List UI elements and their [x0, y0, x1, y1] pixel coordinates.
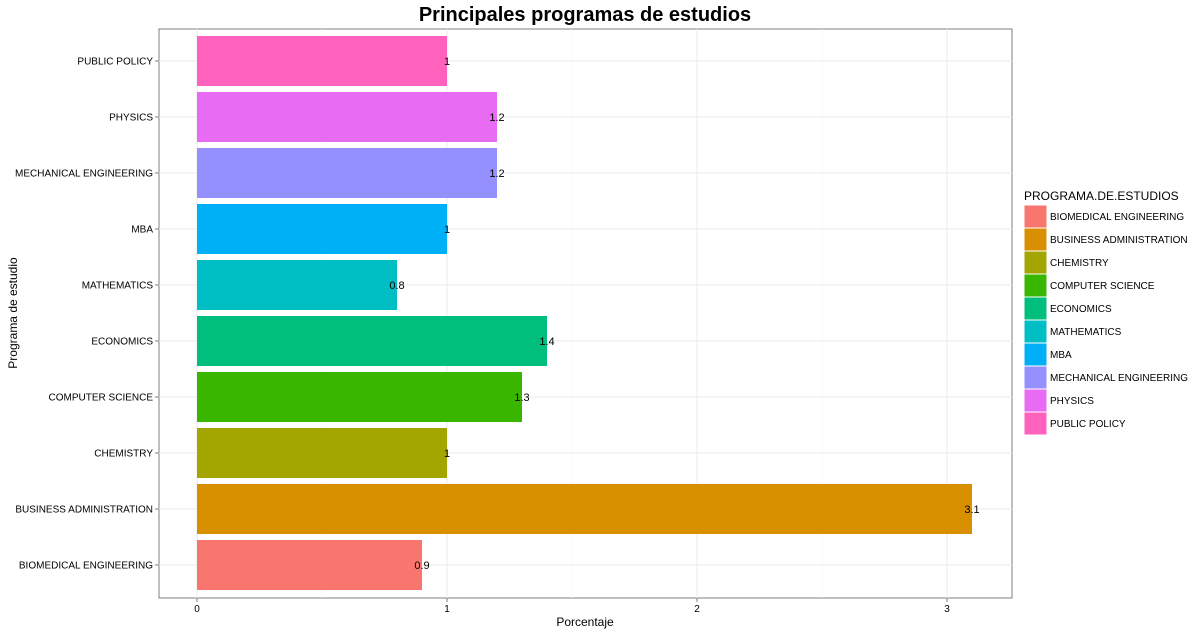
y-axis-title: Programa de estudio	[6, 257, 20, 369]
legend-label: BIOMEDICAL ENGINEERING	[1050, 212, 1184, 223]
legend-label: BUSINESS ADMINISTRATION	[1050, 235, 1188, 246]
bar	[197, 204, 447, 254]
y-tick-label: BUSINESS ADMINISTRATION	[15, 505, 153, 516]
data-label: 0.9	[414, 560, 429, 572]
legend-swatch	[1023, 250, 1048, 275]
legend-swatch	[1023, 411, 1048, 436]
legend-swatch	[1023, 388, 1048, 413]
x-axis: 0 1 2 3	[194, 598, 950, 615]
legend-swatch	[1023, 204, 1048, 229]
data-label: 1	[444, 224, 450, 236]
legend-label: COMPUTER SCIENCE	[1050, 281, 1155, 292]
y-tick-label: BIOMEDICAL ENGINEERING	[19, 561, 153, 572]
data-label: 1.2	[489, 112, 504, 124]
x-tick-label: 2	[694, 604, 700, 615]
bar	[197, 484, 972, 534]
legend-swatch	[1023, 296, 1048, 321]
legend-title: PROGRAMA.DE.ESTUDIOS	[1024, 189, 1179, 203]
y-tick-label: CHEMISTRY	[94, 449, 153, 460]
bar	[197, 260, 397, 310]
data-label: 3.1	[964, 504, 979, 516]
legend-swatch	[1023, 319, 1048, 344]
legend-swatch	[1023, 227, 1048, 252]
legend-label: PUBLIC POLICY	[1050, 419, 1126, 430]
y-tick-label: PHYSICS	[109, 113, 153, 124]
bar	[197, 428, 447, 478]
y-tick-label: MATHEMATICS	[82, 281, 154, 292]
x-tick-label: 0	[194, 604, 200, 615]
x-tick-label: 1	[444, 604, 450, 615]
y-tick-label: COMPUTER SCIENCE	[49, 393, 154, 404]
data-label: 1.2	[489, 168, 504, 180]
bar	[197, 316, 547, 366]
data-label: 1	[444, 448, 450, 460]
legend-label: PHYSICS	[1050, 396, 1094, 407]
y-tick-label: PUBLIC POLICY	[77, 57, 153, 68]
bar	[197, 540, 422, 590]
legend-label: ECONOMICS	[1050, 304, 1112, 315]
y-tick-label: MECHANICAL ENGINEERING	[15, 169, 153, 180]
y-tick-label: ECONOMICS	[91, 337, 153, 348]
data-label: 1	[444, 56, 450, 68]
bars	[197, 36, 972, 590]
data-label: 1.3	[514, 392, 529, 404]
legend: PROGRAMA.DE.ESTUDIOS BIOMEDICAL ENGINEER…	[1023, 189, 1188, 436]
legend-items: BIOMEDICAL ENGINEERING BUSINESS ADMINISTR…	[1023, 204, 1188, 436]
x-axis-title: Porcentaje	[556, 615, 614, 629]
legend-label: MECHANICAL ENGINEERING	[1050, 373, 1188, 384]
chart-title: Principales programas de estudios	[419, 4, 751, 26]
data-label: 1.4	[539, 336, 554, 348]
legend-swatch	[1023, 342, 1048, 367]
bar	[197, 36, 447, 86]
bar	[197, 92, 497, 142]
value-labels: 0.9 3.1 1 1.3 1.4 0.8 1 1.2 1.2 1	[389, 56, 979, 572]
bar	[197, 148, 497, 198]
y-axis: BIOMEDICAL ENGINEERING BUSINESS ADMINISTR…	[15, 57, 159, 572]
legend-swatch	[1023, 273, 1048, 298]
x-tick-label: 3	[944, 604, 950, 615]
legend-label: MBA	[1050, 350, 1072, 361]
bar	[197, 372, 522, 422]
legend-label: CHEMISTRY	[1050, 258, 1109, 269]
legend-swatch	[1023, 365, 1048, 390]
data-label: 0.8	[389, 280, 404, 292]
y-tick-label: MBA	[131, 225, 153, 236]
legend-label: MATHEMATICS	[1050, 327, 1122, 338]
